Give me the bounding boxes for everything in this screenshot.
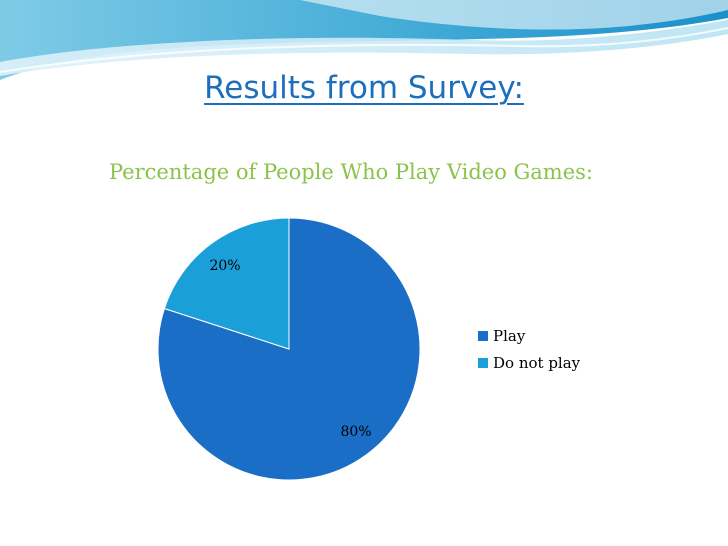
pie-data-label-do-not-play: 20%: [209, 258, 240, 274]
pie-slice-do-not-play: [163, 217, 290, 350]
legend-item-do-not-play: Do not play: [478, 349, 580, 376]
legend-swatch-do-not-play: [478, 357, 488, 368]
chart-legend: Play Do not play: [478, 322, 580, 376]
header-swoosh-decoration: [0, 0, 728, 80]
legend-label-do-not-play: Do not play: [493, 353, 581, 372]
legend-swatch-play: [478, 330, 488, 341]
pie-data-label-play: 80%: [340, 424, 371, 440]
legend-item-play: Play: [478, 322, 580, 349]
slide-title: Results from Survey:: [204, 70, 524, 106]
chart-subtitle: Percentage of People Who Play Video Game…: [109, 160, 594, 184]
legend-label-play: Play: [493, 326, 526, 345]
